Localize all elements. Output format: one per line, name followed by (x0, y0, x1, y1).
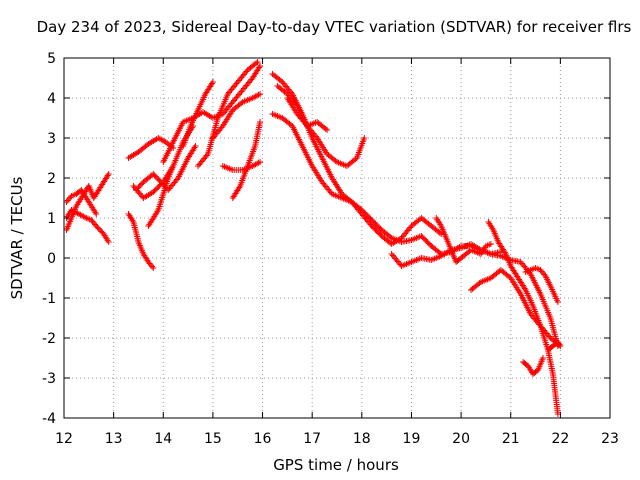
series-arc-11 (195, 59, 261, 169)
y-axis-label: SDTVAR / TECUs (8, 176, 26, 299)
series-arc-19 (388, 241, 504, 269)
series-arc-23 (522, 265, 561, 305)
series-arc-18 (284, 95, 331, 133)
series-arc-8 (145, 163, 177, 229)
data-point (324, 127, 331, 133)
data-point (557, 343, 564, 349)
series-arc-4 (125, 211, 157, 271)
data-point (209, 79, 216, 85)
data-point (170, 163, 177, 169)
y-tick-label: 4 (47, 91, 56, 107)
series-arc-9 (160, 63, 264, 165)
x-tick-label: 13 (105, 431, 123, 447)
x-tick-label: 22 (551, 431, 569, 447)
chart-title: Day 234 of 2023, Sidereal Day-to-day VTE… (37, 18, 632, 36)
x-tick-label: 18 (353, 431, 371, 447)
series-arc-20 (433, 215, 494, 265)
data-point (105, 171, 112, 177)
y-tick-label: 5 (47, 51, 56, 67)
data-point (254, 59, 261, 65)
y-tick-label: -3 (42, 371, 56, 387)
series-arc-22 (485, 219, 561, 417)
data-point (361, 135, 368, 141)
y-tick-label: -2 (42, 331, 56, 347)
data-point (192, 143, 199, 149)
y-tick-label: -4 (42, 411, 56, 427)
x-tick-label: 17 (303, 431, 321, 447)
series-arc-3 (63, 187, 100, 217)
data-point (253, 60, 260, 67)
data-point (257, 119, 264, 125)
grid-lines (64, 58, 610, 418)
y-tick-label: -1 (42, 291, 56, 307)
series-arc-6 (132, 143, 199, 193)
data-point (81, 214, 88, 221)
x-tick-label: 23 (601, 431, 619, 447)
x-tick-label: 21 (502, 431, 520, 447)
series-arc-14 (229, 119, 264, 201)
x-tick-label: 19 (403, 431, 421, 447)
data-point (257, 91, 264, 97)
data-point (143, 142, 150, 149)
x-tick-label: 14 (154, 431, 172, 447)
series-arc-10 (180, 79, 216, 149)
data-point (487, 241, 494, 247)
x-axis-label: GPS time / hours (273, 456, 399, 474)
y-tick-label: 1 (47, 211, 56, 227)
series-arc-25 (544, 339, 564, 353)
data-point (332, 157, 339, 164)
data-point (255, 91, 262, 98)
series-arc-1 (63, 207, 112, 245)
data-point (387, 233, 394, 240)
data-point (93, 211, 100, 217)
x-tick-label: 16 (254, 431, 272, 447)
data-point (322, 125, 329, 132)
data-point (539, 355, 546, 361)
y-tick-label: 0 (47, 251, 56, 267)
plot-frame (63, 57, 611, 419)
series-arc-5 (125, 135, 177, 161)
x-tick-label: 15 (204, 431, 222, 447)
series-arc-24 (520, 355, 546, 377)
x-tick-label: 12 (55, 431, 73, 447)
data-point (150, 265, 157, 271)
series-arc-12 (209, 91, 264, 141)
data-point (105, 239, 112, 245)
y-tick-label: 2 (47, 171, 56, 187)
data-points (63, 59, 564, 417)
data-point (257, 159, 264, 165)
series-arc-16 (269, 111, 445, 247)
data-point (277, 77, 284, 84)
data-point (257, 63, 264, 69)
x-tick-label: 20 (452, 431, 470, 447)
series-arc-15 (269, 71, 561, 349)
data-point (282, 89, 289, 96)
data-point (255, 159, 262, 166)
y-tick-label: 3 (47, 131, 56, 147)
series-arc-17 (274, 83, 368, 169)
data-point (476, 280, 483, 287)
series-arc-13 (219, 159, 264, 173)
data-point (238, 100, 245, 107)
data-point (556, 341, 563, 348)
data-point (554, 299, 561, 305)
